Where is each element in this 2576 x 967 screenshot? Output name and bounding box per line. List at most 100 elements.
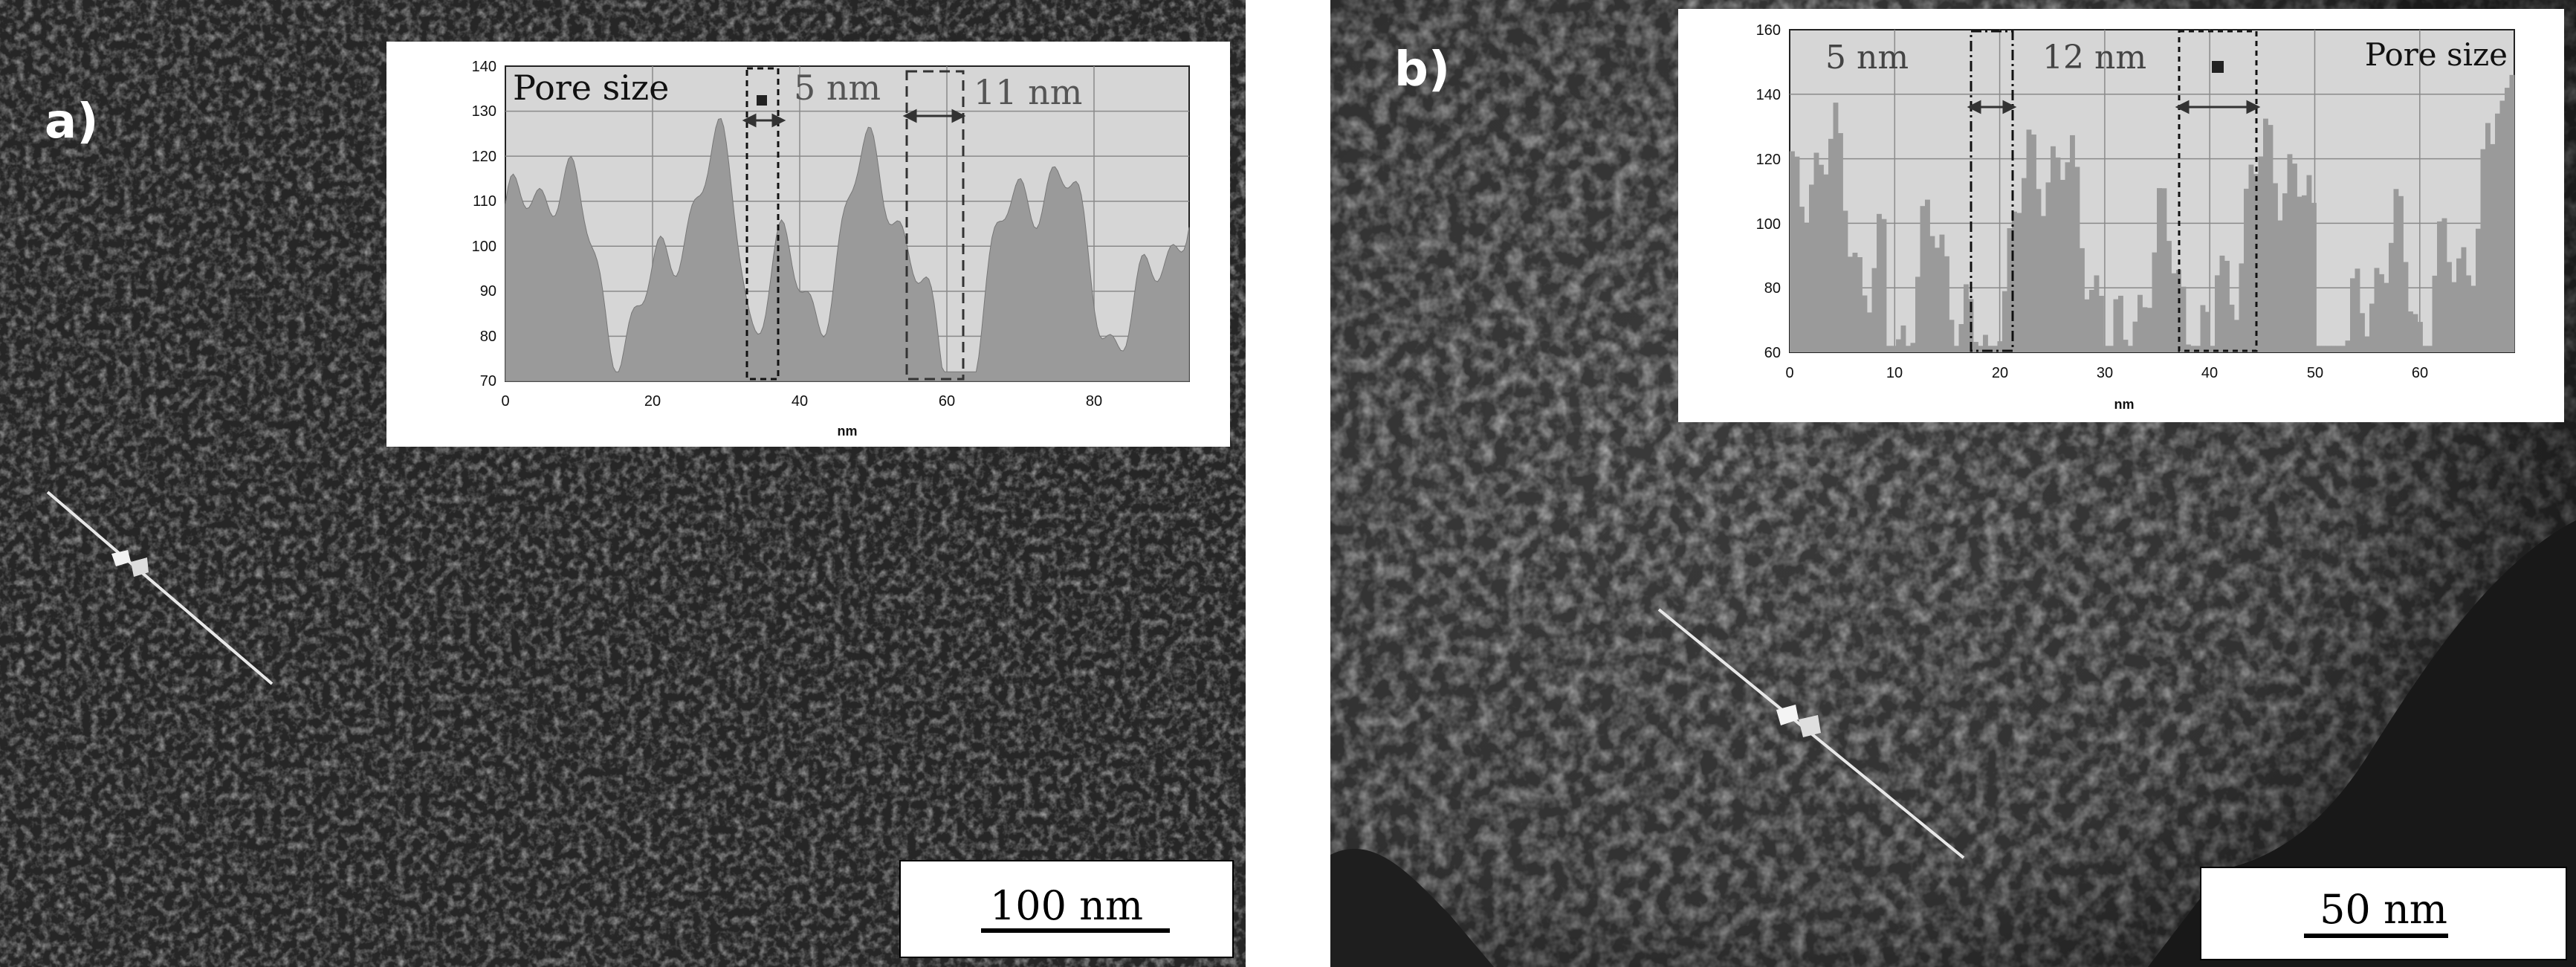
profile-bar: [1877, 213, 1882, 352]
profile-bar: [2393, 189, 2399, 352]
profile-bar: [2384, 282, 2389, 352]
pore-arrow-11nm-a: [902, 109, 966, 123]
x-axis-ticks-b: 0 10 20 30 40 50 60: [1785, 365, 2428, 381]
profile-bar: [1891, 346, 1897, 352]
profile-bar: [2476, 228, 2481, 352]
micrograph-panel-a: a) Pore size 5 nm 11: [0, 0, 1246, 967]
scale-bar-box-a: 100 nm: [899, 860, 1234, 958]
y-tick-label: 100: [1756, 216, 1781, 233]
profile-bar: [2031, 135, 2036, 352]
line-profile-path-a: [46, 491, 274, 685]
profile-bar: [2277, 220, 2283, 352]
intensity-profile-a: [505, 117, 1190, 382]
profile-bar: [1949, 320, 1955, 352]
intensity-profile-chart-b: 5 nm 12 nm Pore size 160 140 120 100 80 …: [1756, 22, 2515, 412]
x-tick-label: 0: [501, 393, 509, 410]
x-tick-label: 20: [1992, 365, 2008, 381]
profile-bar: [2080, 248, 2085, 352]
profile-bar: [2234, 320, 2239, 352]
profile-bar: [2432, 275, 2438, 352]
vacuum-region-b: [2148, 520, 2576, 967]
profile-bar: [2302, 195, 2307, 352]
profile-bar: [2437, 221, 2442, 352]
profile-bar: [1804, 223, 1810, 352]
profile-bar: [2051, 146, 2056, 353]
profile-bar: [1857, 257, 1863, 352]
profile-bar: [2166, 241, 2172, 352]
marker-square-b: [2212, 61, 2224, 73]
pore-arrow-5nm-b: [1967, 100, 2017, 114]
profile-bar: [2142, 307, 2148, 352]
profile-bar: [2210, 346, 2216, 352]
profile-bar: [2403, 262, 2409, 352]
profile-bar: [2138, 294, 2143, 352]
profile-bar: [1848, 256, 1853, 352]
profile-bar: [1852, 253, 1858, 352]
profile-bar: [1842, 210, 1848, 352]
profile-bar: [1813, 152, 1819, 352]
x-tick-label: 50: [2307, 365, 2323, 381]
x-tick-label: 0: [1785, 365, 1793, 381]
x-tick-label: 80: [1086, 393, 1102, 410]
profile-bar: [2331, 346, 2336, 352]
profile-bar: [2326, 346, 2331, 352]
y-tick-label: 140: [472, 59, 496, 75]
profile-bar: [2041, 216, 2046, 352]
profile-bar: [2070, 135, 2075, 352]
pore-label-5nm-b: 5 nm: [1825, 39, 1909, 77]
profile-bar: [2509, 74, 2515, 353]
profile-bar: [1910, 343, 1916, 352]
profile-bar: [1886, 346, 1891, 352]
profile-bar: [2297, 196, 2302, 352]
intensity-profile-chart-a: Pore size 5 nm 11 nm 140 130 120 110 100…: [472, 59, 1190, 439]
y-tick-label: 80: [480, 329, 496, 345]
profile-bar: [2470, 285, 2476, 352]
profile-bar: [1819, 164, 1824, 352]
x-axis-unit-b: nm: [2114, 397, 2135, 412]
profile-bar: [1794, 156, 1800, 352]
profile-bar: [2306, 175, 2312, 352]
profile-bar: [2268, 125, 2274, 352]
x-tick-label: 30: [2097, 365, 2113, 381]
profile-bar: [1896, 339, 1901, 352]
profile-bar: [2215, 275, 2220, 352]
y-tick-label: 160: [1756, 22, 1781, 39]
profile-bar: [1935, 248, 1940, 352]
profile-bar: [2418, 322, 2423, 352]
profile-bar: [2499, 100, 2505, 352]
profile-bar: [2181, 286, 2187, 352]
y-tick-label: 110: [473, 193, 496, 210]
tem-image-b: [1330, 0, 2576, 967]
profile-bar: [2099, 296, 2104, 352]
profile-bar: [2065, 162, 2071, 352]
profile-bar: [2321, 346, 2326, 352]
profile-bar: [2350, 278, 2355, 352]
profile-bar: [2200, 305, 2206, 352]
profile-bar: [2340, 346, 2346, 352]
y-tick-label: 100: [472, 239, 496, 255]
x-tick-label: 40: [2201, 365, 2218, 381]
profile-bar: [2103, 346, 2109, 352]
profile-bar: [2466, 275, 2471, 352]
profile-bar: [1997, 341, 2003, 352]
profile-bar: [2345, 340, 2351, 352]
line-profile-marker-b: [1776, 705, 1821, 737]
profile-bar: [2379, 274, 2384, 352]
profile-bar: [2224, 260, 2230, 352]
profile-bar: [2036, 189, 2042, 352]
profile-bar: [1838, 133, 1843, 352]
profile-bar: [1954, 346, 1959, 352]
profile-bar: [2186, 344, 2191, 352]
profile-bar: [2273, 183, 2278, 352]
profile-bar: [2480, 149, 2486, 352]
y-tick-label: 120: [1756, 152, 1781, 168]
panel-label-b: b): [1394, 42, 1451, 97]
profile-bar: [2447, 262, 2452, 352]
profile-bar: [2282, 193, 2288, 352]
profile-bar: [2311, 202, 2317, 352]
profile-bar: [2495, 113, 2500, 353]
profile-bar: [2263, 118, 2268, 352]
intensity-profile-inset-b: 5 nm 12 nm Pore size 160 140 120 100 80 …: [1678, 9, 2564, 422]
profile-bar: [2398, 195, 2404, 352]
scale-bar-label-b: 50 nm: [2320, 886, 2447, 933]
